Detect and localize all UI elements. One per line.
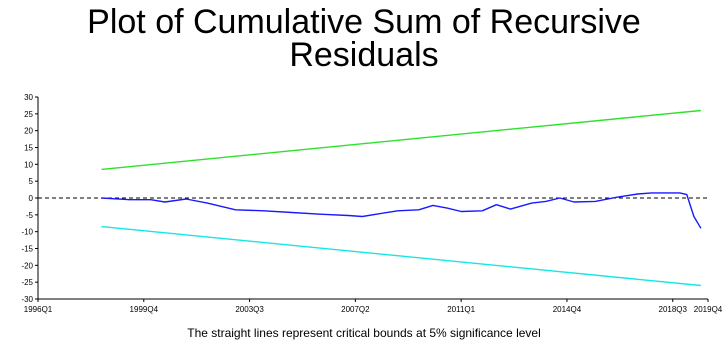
y-tick-label: 0: [29, 194, 34, 203]
x-tick-label: 2007Q2: [341, 305, 370, 314]
y-tick-label: 25: [24, 110, 33, 119]
chart-footnote: The straight lines represent critical bo…: [187, 326, 541, 340]
chart-title: Plot of Cumulative Sum of Recursive Resi…: [0, 3, 728, 74]
cusum-line: [101, 192, 702, 229]
y-tick-label: 15: [24, 144, 33, 153]
chart-title-line-2: Residuals: [289, 36, 439, 74]
upper-bound-line: [101, 109, 701, 171]
y-tick-label: -25: [21, 278, 33, 287]
x-tick-label: 2011Q1: [447, 305, 475, 314]
y-tick-label: 30: [24, 93, 33, 102]
x-tick-label: 2014Q4: [553, 305, 582, 314]
y-tick-label: -30: [21, 295, 33, 304]
x-tick-label: 1996Q1: [24, 305, 53, 314]
y-tick-label: -10: [21, 228, 33, 237]
y-tick-label: 20: [24, 127, 33, 136]
lower-bound-line: [101, 225, 701, 287]
x-tick-label: 2003Q3: [235, 305, 264, 314]
y-tick-label: -15: [21, 245, 33, 254]
x-tick-label: 2019Q4: [694, 305, 723, 314]
series-lines: [101, 109, 702, 287]
x-tick-label: 2018Q3: [659, 305, 688, 314]
x-tick-label: 1999Q4: [130, 305, 159, 314]
y-tick-label: -20: [21, 261, 33, 270]
chart-title-line-1: Plot of Cumulative Sum of Recursive: [87, 3, 641, 41]
y-tick-label: -5: [26, 211, 34, 220]
y-tick-label: 5: [29, 177, 34, 186]
y-tick-label: 10: [24, 160, 33, 169]
